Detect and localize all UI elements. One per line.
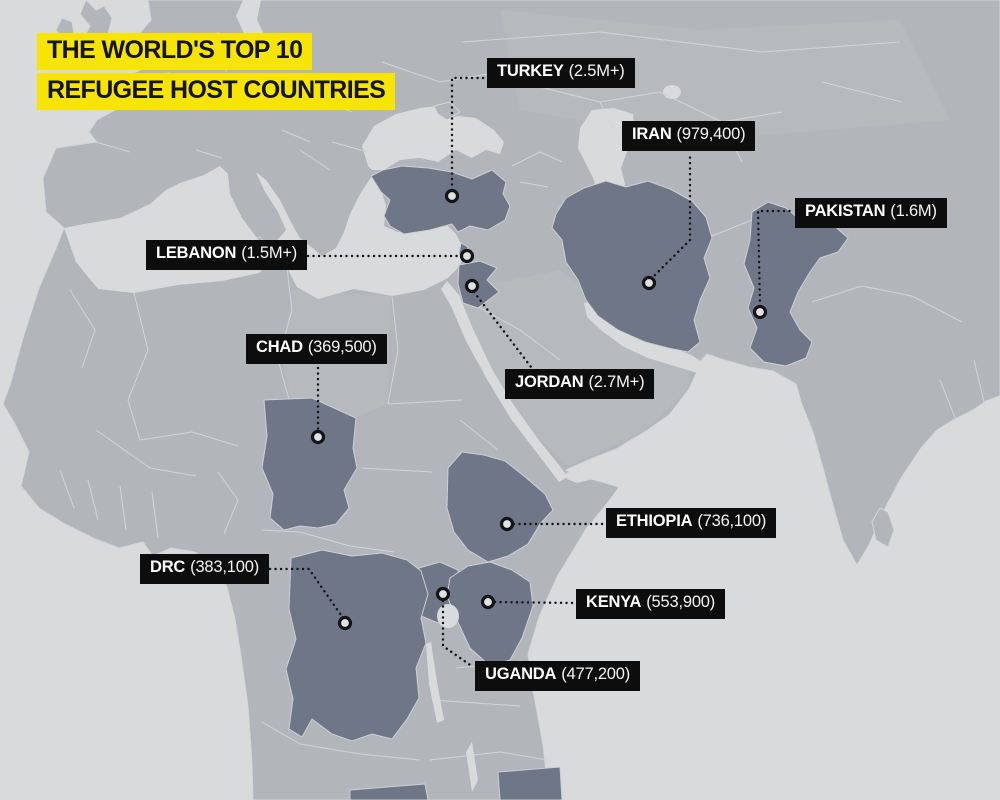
country-name: PAKISTAN — [805, 202, 886, 220]
country-name: TURKEY — [497, 62, 564, 80]
tint-arabia — [455, 270, 690, 466]
country-name: CHAD — [256, 338, 303, 356]
country-shape-turkey — [370, 165, 511, 235]
country-value: (553,900) — [646, 593, 716, 611]
country-value: (477,200) — [561, 665, 631, 683]
marker-ethiopia — [499, 516, 515, 532]
marker-iran — [641, 275, 657, 291]
red-sea — [441, 281, 568, 482]
label-chad: CHAD (369,500) — [246, 334, 387, 364]
marker-uganda — [435, 586, 451, 602]
country-shape-iran — [551, 180, 713, 353]
marker-lebanon — [459, 248, 475, 264]
leader-uganda — [441, 599, 475, 669]
leader-iran — [649, 151, 692, 281]
lake-tanganyika — [426, 642, 444, 723]
leader-jordan — [472, 290, 533, 369]
country-value: (1.6M) — [890, 202, 937, 220]
lakes-group — [426, 604, 478, 792]
label-lebanon: LEBANON (1.5M+) — [146, 240, 308, 270]
lake-malawi — [466, 742, 478, 792]
location-markers — [310, 188, 768, 631]
map-region-south-a — [349, 783, 429, 800]
gulf-of-aden — [566, 434, 655, 483]
country-name: KENYA — [586, 593, 642, 611]
marker-kenya — [480, 594, 496, 610]
country-name: DRC — [150, 558, 186, 576]
country-value: (369,500) — [307, 338, 377, 356]
country-shape-drc — [285, 549, 429, 742]
country-name: UGANDA — [485, 665, 557, 683]
leader-kenya — [493, 600, 576, 605]
marker-chad — [310, 429, 326, 445]
country-name: IRAN — [632, 125, 672, 143]
label-jordan: JORDAN (2.7M+) — [505, 369, 655, 399]
island-sri-lanka — [871, 507, 895, 548]
tint-central-asia — [500, 10, 950, 140]
highlighted-countries — [261, 165, 849, 800]
marker-jordan — [464, 278, 480, 294]
marker-pakistan — [752, 304, 768, 320]
title-line-2: REFUGEE HOST COUNTRIES — [37, 72, 396, 110]
country-value: (979,400) — [676, 125, 746, 143]
country-shape-chad — [261, 397, 358, 531]
country-shape-ethiopia — [446, 451, 554, 563]
title-line-1: THE WORLD'S TOP 10 — [37, 33, 313, 70]
label-kenya: KENYA (553,900) — [576, 589, 726, 619]
infographic-title: THE WORLD'S TOP 10 REFUGEE HOST COUNTRIE… — [37, 33, 396, 110]
country-value: (2.5M+) — [568, 62, 625, 80]
leader-lines — [268, 76, 795, 669]
label-drc: DRC (383,100) — [140, 554, 269, 584]
marker-drc — [337, 615, 353, 631]
crimea-peninsula — [433, 101, 461, 121]
label-iran: IRAN (979,400) — [622, 121, 756, 151]
lake-victoria — [437, 604, 459, 628]
marker-turkey — [444, 188, 460, 204]
leader-drc — [268, 567, 345, 620]
map-region-south-b — [497, 766, 563, 800]
aral-sea — [663, 85, 681, 99]
country-value: (736,100) — [697, 512, 767, 530]
country-value: (1.5M+) — [241, 244, 298, 262]
leader-turkey — [450, 76, 491, 192]
black-sea — [362, 106, 504, 170]
country-name: LEBANON — [156, 244, 237, 262]
country-value: (383,100) — [190, 558, 259, 576]
label-pakistan: PAKISTAN (1.6M) — [795, 198, 947, 228]
country-name: ETHIOPIA — [616, 512, 693, 530]
label-uganda: UGANDA (477,200) — [475, 661, 641, 691]
country-name: JORDAN — [515, 373, 584, 391]
label-ethiopia: ETHIOPIA (736,100) — [606, 508, 777, 538]
label-turkey: TURKEY (2.5M+) — [487, 58, 635, 88]
country-value: (2.7M+) — [588, 373, 645, 391]
